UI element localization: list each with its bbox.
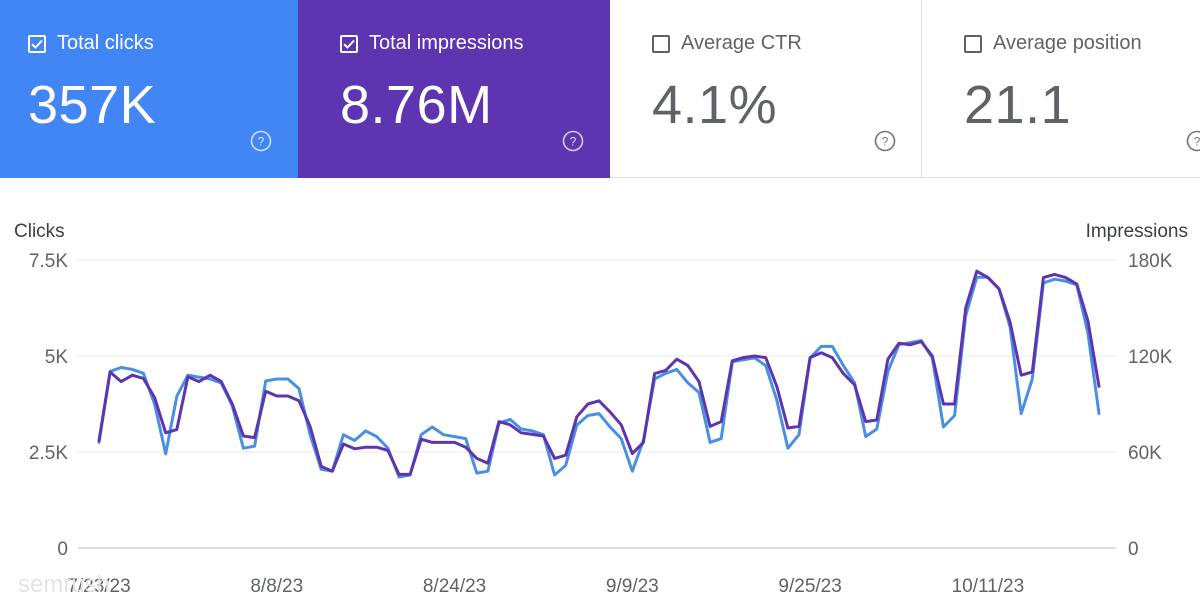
right-y-tick-label: 120K	[1128, 347, 1173, 368]
clicks-series-line	[97, 275, 1101, 479]
total-clicks-toggle[interactable]: Total clicks	[28, 32, 154, 55]
total-clicks-label: Total clicks	[57, 32, 154, 54]
left-y-tick-label: 2.5K	[29, 443, 68, 464]
svg-text:?: ?	[882, 135, 889, 149]
left-y-tick-label: 5K	[45, 347, 69, 368]
checkbox-checked-icon[interactable]	[28, 34, 46, 53]
total-impressions-value: 8.76M	[340, 75, 493, 135]
average-position-card[interactable]: Average position 21.1 ?	[922, 0, 1200, 178]
x-tick-label: 7/23/23	[67, 576, 130, 597]
total-impressions-toggle[interactable]: Total impressions	[340, 32, 524, 55]
help-icon[interactable]: ?	[562, 130, 584, 152]
checkbox-unchecked-icon[interactable]	[652, 34, 670, 53]
left-axis-title: Clicks	[14, 221, 65, 242]
help-icon[interactable]: ?	[1186, 130, 1200, 152]
average-position-label: Average position	[993, 32, 1142, 54]
total-impressions-card[interactable]: Total impressions 8.76M ?	[298, 0, 610, 178]
svg-text:?: ?	[1194, 135, 1200, 149]
right-y-tick-label: 180K	[1128, 251, 1173, 272]
svg-text:?: ?	[258, 135, 265, 149]
checkbox-checked-icon[interactable]	[340, 34, 358, 53]
impressions-series-line	[97, 269, 1101, 476]
help-icon[interactable]: ?	[874, 130, 896, 152]
x-tick-label: 8/8/23	[250, 576, 303, 597]
average-ctr-value: 4.1%	[652, 75, 778, 135]
average-position-value: 21.1	[964, 75, 1072, 135]
performance-chart: 0 0 2.5K 60K 5K 120K 7.5K 180K 7/23/23 8/8/23 8/24…	[29, 251, 1173, 597]
total-clicks-value: 357K	[28, 75, 157, 135]
right-y-tick-label: 60K	[1128, 443, 1162, 464]
right-y-tick-label: 0	[1128, 539, 1139, 560]
total-impressions-label: Total impressions	[369, 32, 524, 54]
average-ctr-card[interactable]: Average CTR 4.1% ?	[610, 0, 922, 178]
watermark: semrush	[18, 571, 111, 598]
total-clicks-card[interactable]: Total clicks 357K ?	[0, 0, 298, 178]
help-icon[interactable]: ?	[250, 130, 272, 152]
average-ctr-toggle[interactable]: Average CTR	[652, 32, 802, 55]
left-y-tick-label: 0	[57, 539, 68, 560]
checkbox-unchecked-icon[interactable]	[964, 34, 982, 53]
left-y-tick-label: 7.5K	[29, 251, 68, 272]
x-tick-label: 9/25/23	[778, 576, 841, 597]
card-divider	[921, 0, 922, 178]
average-position-toggle[interactable]: Average position	[964, 32, 1142, 55]
svg-text:?: ?	[570, 135, 577, 149]
x-tick-label: 10/11/23	[952, 576, 1025, 597]
right-axis-title: Impressions	[1085, 221, 1188, 242]
metrics-bar: Total clicks 357K ? Total impressions 8.…	[0, 0, 1200, 178]
x-tick-label: 9/9/23	[606, 576, 659, 597]
x-tick-label: 8/24/23	[423, 576, 486, 597]
average-ctr-label: Average CTR	[681, 32, 802, 54]
